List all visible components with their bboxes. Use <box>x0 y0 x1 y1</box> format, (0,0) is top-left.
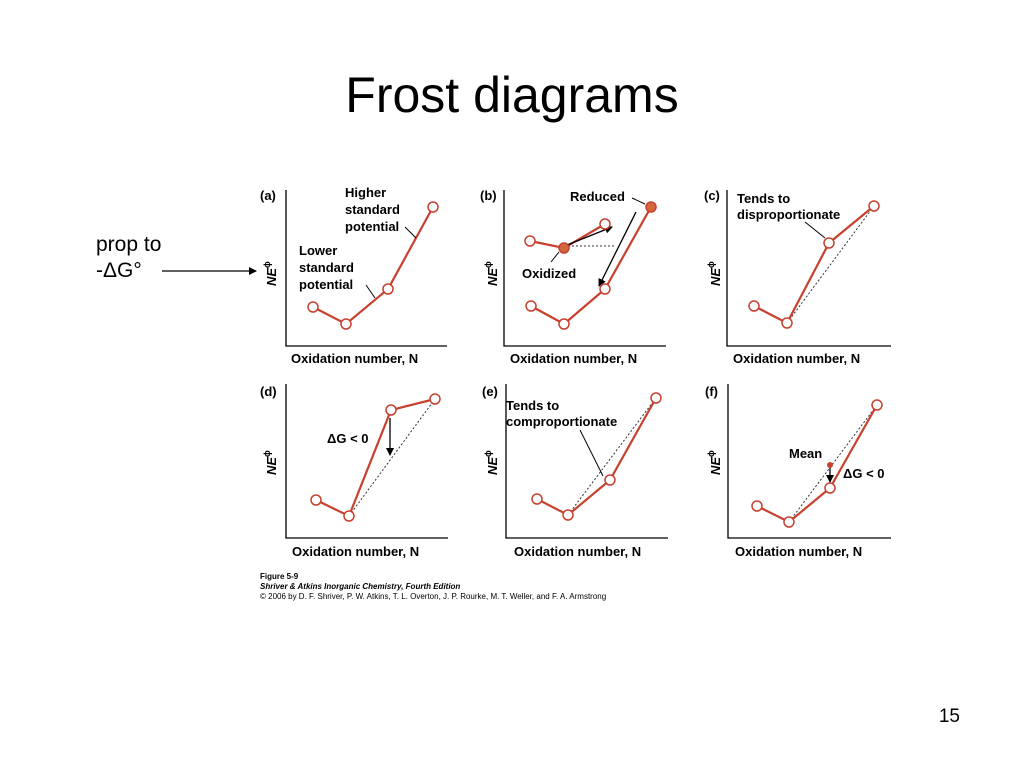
annotation-comproportionate: Tends to comproportionate <box>506 398 617 429</box>
side-label-line2: -ΔG° <box>96 259 142 282</box>
panel-letter-c: (c) <box>704 188 720 203</box>
figure-caption-book: Shriver & Atkins Inorganic Chemistry, Fo… <box>260 582 460 591</box>
leader-line-b-oxidized <box>550 251 560 263</box>
dotted-line-f <box>788 404 878 523</box>
point-c4 <box>868 200 880 212</box>
leader-line-a2 <box>365 284 376 299</box>
point-f4 <box>871 399 883 411</box>
point-b6-filled <box>558 242 570 254</box>
axes-c <box>726 190 891 347</box>
annotation-disproportionate: Tends to disproportionate <box>737 191 840 222</box>
side-label-line1: prop to <box>96 233 162 256</box>
axes-f <box>727 384 891 539</box>
panel-letter-b: (b) <box>480 188 497 203</box>
leader-line-c <box>804 221 826 239</box>
dotted-line-d <box>348 398 436 517</box>
leader-line-a1 <box>404 226 417 239</box>
y-axis-label-a: NEϕ <box>262 261 279 286</box>
dotted-line-c <box>786 205 875 324</box>
axes-b <box>503 190 666 347</box>
x-axis-label-f: Oxidation number, N <box>735 544 862 559</box>
x-axis-label-e: Oxidation number, N <box>514 544 641 559</box>
point-a2 <box>340 318 352 330</box>
point-a4 <box>427 201 439 213</box>
y-axis-label-c: NEϕ <box>706 261 723 286</box>
point-e3 <box>604 474 616 486</box>
point-d2 <box>343 510 355 522</box>
leader-line-e <box>579 429 604 477</box>
x-axis-label-d: Oxidation number, N <box>292 544 419 559</box>
annotation-reduced: Reduced <box>570 189 625 204</box>
panel-f: (f) NEϕ Oxidation number, N Mean ΔG < 0 <box>705 384 891 559</box>
x-axis-label-a: Oxidation number, N <box>291 351 418 366</box>
point-c2 <box>781 317 793 329</box>
annotation-delta-g-f: ΔG < 0 <box>843 466 885 481</box>
point-a1 <box>307 301 319 313</box>
point-e1 <box>531 493 543 505</box>
side-label: prop to -ΔG° <box>96 232 161 284</box>
point-b4-filled <box>645 201 657 213</box>
point-b3 <box>599 283 611 295</box>
point-d1 <box>310 494 322 506</box>
point-e4 <box>650 392 662 404</box>
axes-e <box>505 384 668 539</box>
series-line-e <box>536 397 657 517</box>
panel-letter-e: (e) <box>482 384 498 399</box>
series-line-f <box>756 404 878 524</box>
arrow-b-up <box>566 225 613 246</box>
figure-caption-copyright: © 2006 by D. F. Shriver, P. W. Atkins, T… <box>260 592 606 601</box>
panel-letter-f: (f) <box>705 384 718 399</box>
series-line-b-oxidized <box>530 206 652 326</box>
point-e2 <box>562 509 574 521</box>
point-f2 <box>783 516 795 528</box>
panel-c: (c) NEϕ Oxidation number, N Tends to dis… <box>704 188 891 366</box>
point-b2 <box>558 318 570 330</box>
panel-d: (d) NEϕ Oxidation number, N ΔG < 0 <box>260 384 448 559</box>
y-axis-label-d: NEϕ <box>262 450 279 475</box>
y-axis-label-f: NEϕ <box>706 450 723 475</box>
panel-b: (b) NEϕ Oxidation number, N Reduced Oxid… <box>480 188 666 366</box>
series-line-d <box>315 397 436 518</box>
annotation-delta-g-d: ΔG < 0 <box>327 431 369 446</box>
series-line-c <box>753 205 875 325</box>
series-line-a <box>312 206 434 326</box>
panel-a: (a) NEϕ Oxidation number, N Higher stand… <box>260 185 447 366</box>
axes-a <box>285 190 447 347</box>
annotation-lower-potential: Lower standard potential <box>299 243 358 292</box>
mean-point-f <box>827 462 833 468</box>
point-c1 <box>748 300 760 312</box>
slide-title: Frost diagrams <box>345 67 679 123</box>
point-f3 <box>824 482 836 494</box>
panel-letter-d: (d) <box>260 384 277 399</box>
slide-number: 15 <box>938 706 960 727</box>
point-d4 <box>429 393 441 405</box>
annotation-higher-potential: Higher standard potential <box>345 185 404 234</box>
arrow-b-down <box>598 211 637 287</box>
point-b5 <box>524 235 536 247</box>
dotted-line-e <box>567 397 657 516</box>
annotation-oxidized: Oxidized <box>522 266 576 281</box>
annotation-mean: Mean <box>789 446 822 461</box>
panel-letter-a: (a) <box>260 188 276 203</box>
point-d3 <box>385 404 397 416</box>
point-f1 <box>751 500 763 512</box>
leader-line-b-reduced <box>631 197 646 205</box>
y-axis-label-b: NEϕ <box>483 261 500 286</box>
y-axis-label-e: NEϕ <box>483 450 500 475</box>
point-c3 <box>823 237 835 249</box>
panel-e: (e) NEϕ Oxidation number, N Tends to com… <box>482 384 668 559</box>
point-b1 <box>525 300 537 312</box>
axes-d <box>285 384 448 539</box>
x-axis-label-c: Oxidation number, N <box>733 351 860 366</box>
x-axis-label-b: Oxidation number, N <box>510 351 637 366</box>
point-a3 <box>382 283 394 295</box>
figure-caption-number: Figure 5-9 <box>260 572 299 581</box>
point-b7 <box>599 218 611 230</box>
